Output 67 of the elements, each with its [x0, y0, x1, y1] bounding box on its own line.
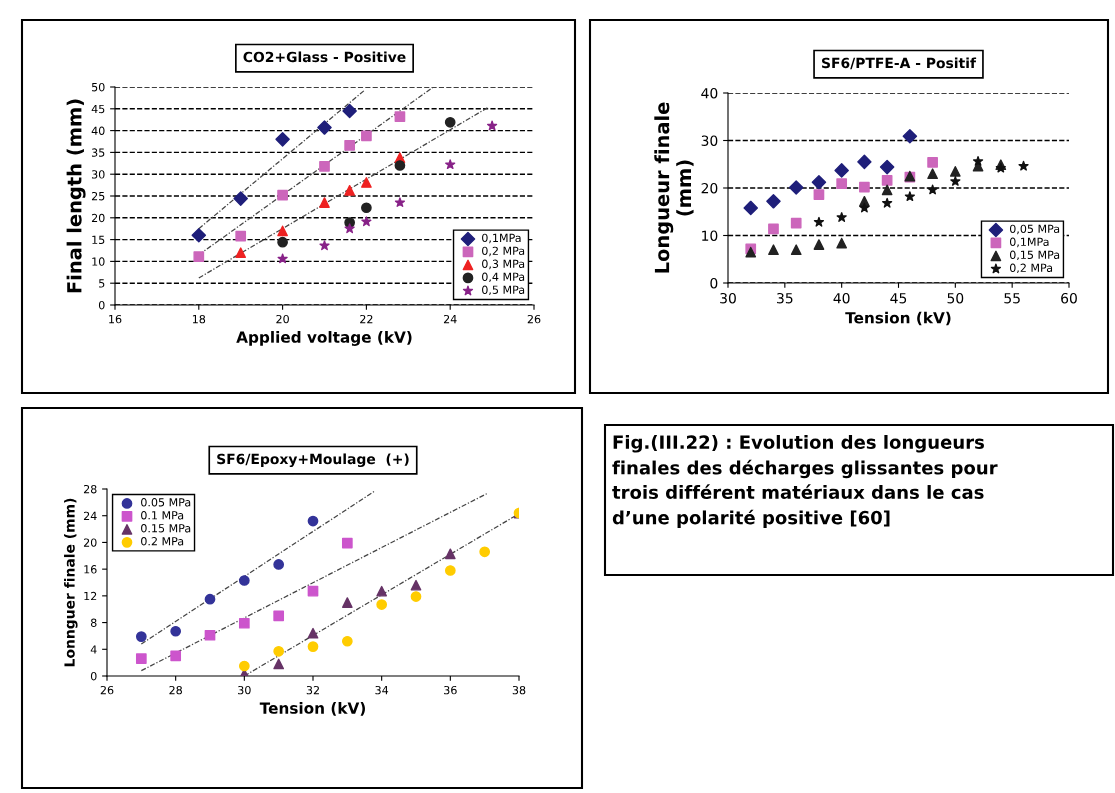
- y-tick-label: 20: [701, 182, 718, 194]
- x-tick-label: 26: [100, 685, 114, 695]
- x-tick-label: 38: [512, 685, 526, 695]
- legend-label: 0,05 MPa: [1009, 224, 1060, 235]
- legend-label: 0,2 MPa: [1009, 263, 1053, 274]
- legend-label: 0.05 MPa: [141, 498, 191, 507]
- y-tick-label: 45: [91, 104, 105, 114]
- chart-title: SF6/PTFE-A - Positif: [822, 57, 977, 70]
- y-tick-label: 15: [92, 235, 105, 244]
- text: Fig.(III.22) : Evolution des longueurs finales des décharges glissantes pour trois différent matériaux dans le cas d’une polarité positive [60]: [612, 435, 998, 528]
- x-tick-label: 18: [192, 314, 206, 324]
- y-tick-label: 35: [91, 148, 105, 157]
- y-axis-title: Final length (mm): [66, 99, 86, 293]
- y-tick-label: 10: [92, 257, 105, 266]
- x-tick-label: 50: [947, 292, 964, 304]
- y-tick-label: 10: [702, 230, 718, 241]
- x-tick-label: 24: [443, 314, 457, 324]
- x-tick-label: 30: [238, 685, 251, 695]
- y-axis-title: Lonnguer finale (mm): [64, 498, 78, 667]
- x-axis-title: Tension (kV): [259, 702, 365, 716]
- x-tick-label: 40: [833, 292, 850, 304]
- x-axis-title: Tension (kV): [845, 311, 951, 326]
- legend-label: 0.2 MPa: [141, 537, 184, 546]
- x-tick-label: 36: [444, 685, 457, 695]
- legend-label: 0.1 MPa: [141, 511, 184, 520]
- x-tick-label: 35: [777, 292, 793, 304]
- x-tick-label: 22: [360, 314, 373, 324]
- x-tick-label: 30: [720, 292, 736, 304]
- x-axis-title: Applied voltage (kV): [236, 331, 412, 346]
- x-tick-label: 45: [890, 293, 907, 304]
- chart-title: SF6/Epoxy+Moulage (+): [217, 453, 409, 467]
- y-tick-label: 20: [91, 213, 105, 223]
- legend-label: 0,5 MPa: [482, 285, 525, 296]
- x-tick-label: 34: [375, 685, 389, 695]
- y-tick-label: 5: [99, 279, 105, 288]
- y-tick-label: 30: [701, 135, 718, 146]
- legend-label: 0,15 MPa: [1009, 250, 1060, 261]
- legend-label: 0,2 MPa: [482, 246, 525, 257]
- x-tick-label: 20: [276, 314, 289, 324]
- y-tick-label: 0: [90, 671, 97, 681]
- y-tick-label: 40: [701, 87, 718, 99]
- y-tick-label: 16: [84, 565, 97, 574]
- y-tick-label: 12: [84, 591, 97, 601]
- legend-label: 0,1MPa: [1009, 237, 1049, 248]
- x-tick-label: 32: [306, 685, 319, 695]
- y-tick-label: 24: [83, 511, 97, 520]
- y-tick-label: 20: [83, 538, 97, 547]
- x-tick-label: 26: [527, 314, 541, 324]
- chart-title: CO2+Glass - Positive: [243, 51, 406, 63]
- y-tick-label: 25: [91, 191, 105, 201]
- y-tick-label: 28: [83, 484, 97, 494]
- y-tick-label: 0: [98, 300, 105, 310]
- y-tick-label: 0: [710, 277, 718, 289]
- x-tick-label: 55: [1004, 293, 1020, 304]
- x-tick-label: 16: [109, 314, 122, 324]
- y-axis-title: Longueur finale (mm): [654, 102, 694, 273]
- legend-label: 0,4 MPa: [482, 272, 525, 283]
- x-tick-label: 60: [1061, 292, 1077, 304]
- legend-label: 0.15 MPa: [141, 524, 191, 533]
- y-tick-label: 50: [92, 82, 105, 92]
- y-tick-label: 4: [90, 645, 97, 654]
- y-tick-label: 40: [91, 126, 105, 135]
- legend-label: 0,1MPa: [482, 233, 521, 244]
- y-tick-label: 30: [91, 170, 105, 179]
- legend-label: 0,3 MPa: [482, 259, 525, 270]
- y-tick-label: 8: [90, 618, 97, 627]
- x-tick-label: 28: [169, 685, 182, 695]
